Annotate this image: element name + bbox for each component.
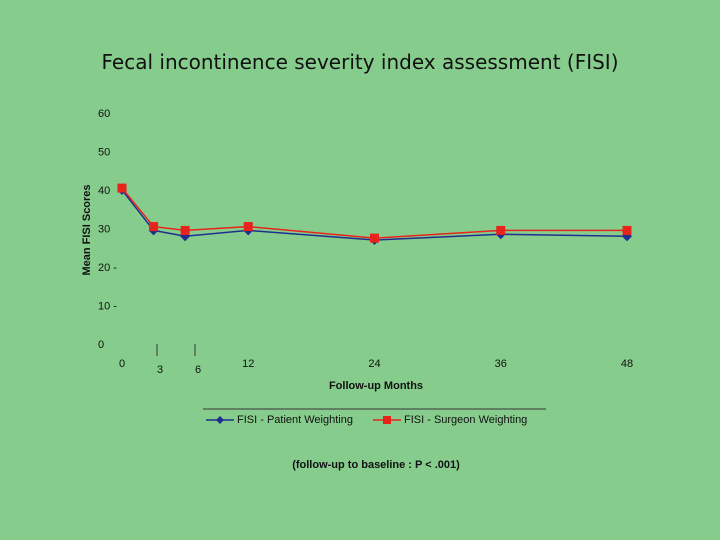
y-axis-title: Mean FISI Scores: [81, 184, 93, 275]
y-tick-label: 20 -: [98, 262, 117, 274]
data-point-surgeon: [622, 225, 632, 235]
significance-note: (follow-up to baseline : P < .001): [292, 459, 460, 471]
x-extra-label: 3: [157, 364, 163, 376]
y-tick-label: 0: [98, 339, 104, 351]
x-tick-label: 24: [368, 358, 380, 370]
y-tick-labels: 0 10 - 20 - 30 40 50 60: [98, 108, 117, 351]
y-tick-label: 10 -: [98, 301, 117, 313]
data-point-surgeon: [180, 225, 190, 235]
data-point-surgeon: [370, 233, 379, 243]
legend: FISI - Patient Weighting FISI - Surgeon …: [203, 408, 546, 426]
y-tick-label: 50: [98, 147, 110, 159]
x-tick-label: 12: [242, 358, 254, 370]
x-tick-label: 0: [119, 358, 125, 370]
series-lines: [121, 187, 628, 241]
x-tick-labels: 0 12 24 36 48: [119, 358, 633, 370]
y-axis-title-group: Mean FISI Scores: [81, 184, 93, 275]
series-line-surgeon: [121, 187, 627, 239]
y-tick-label: 40: [98, 185, 110, 197]
x-axis-title: Follow-up Months: [329, 380, 423, 392]
x-tick-label: 36: [495, 358, 507, 370]
legend-label-patient: FISI - Patient Weighting: [237, 414, 353, 426]
data-point-surgeon: [149, 222, 159, 232]
legend-marker-surgeon: [383, 416, 391, 424]
y-tick-label: 60: [98, 108, 110, 120]
series-markers: [117, 183, 632, 246]
legend-label-surgeon: FISI - Surgeon Weighting: [404, 414, 527, 426]
data-point-surgeon: [117, 183, 127, 193]
series-line-patient: [121, 189, 628, 241]
data-point-surgeon: [496, 225, 506, 235]
x-extra-label: 6: [195, 364, 201, 376]
slide-title: Fecal incontinence severity index assess…: [101, 50, 619, 74]
data-point-surgeon: [243, 222, 253, 232]
y-tick-label: 30: [98, 224, 110, 236]
legend-marker-patient: [216, 416, 224, 424]
x-tick-label: 48: [621, 358, 633, 370]
